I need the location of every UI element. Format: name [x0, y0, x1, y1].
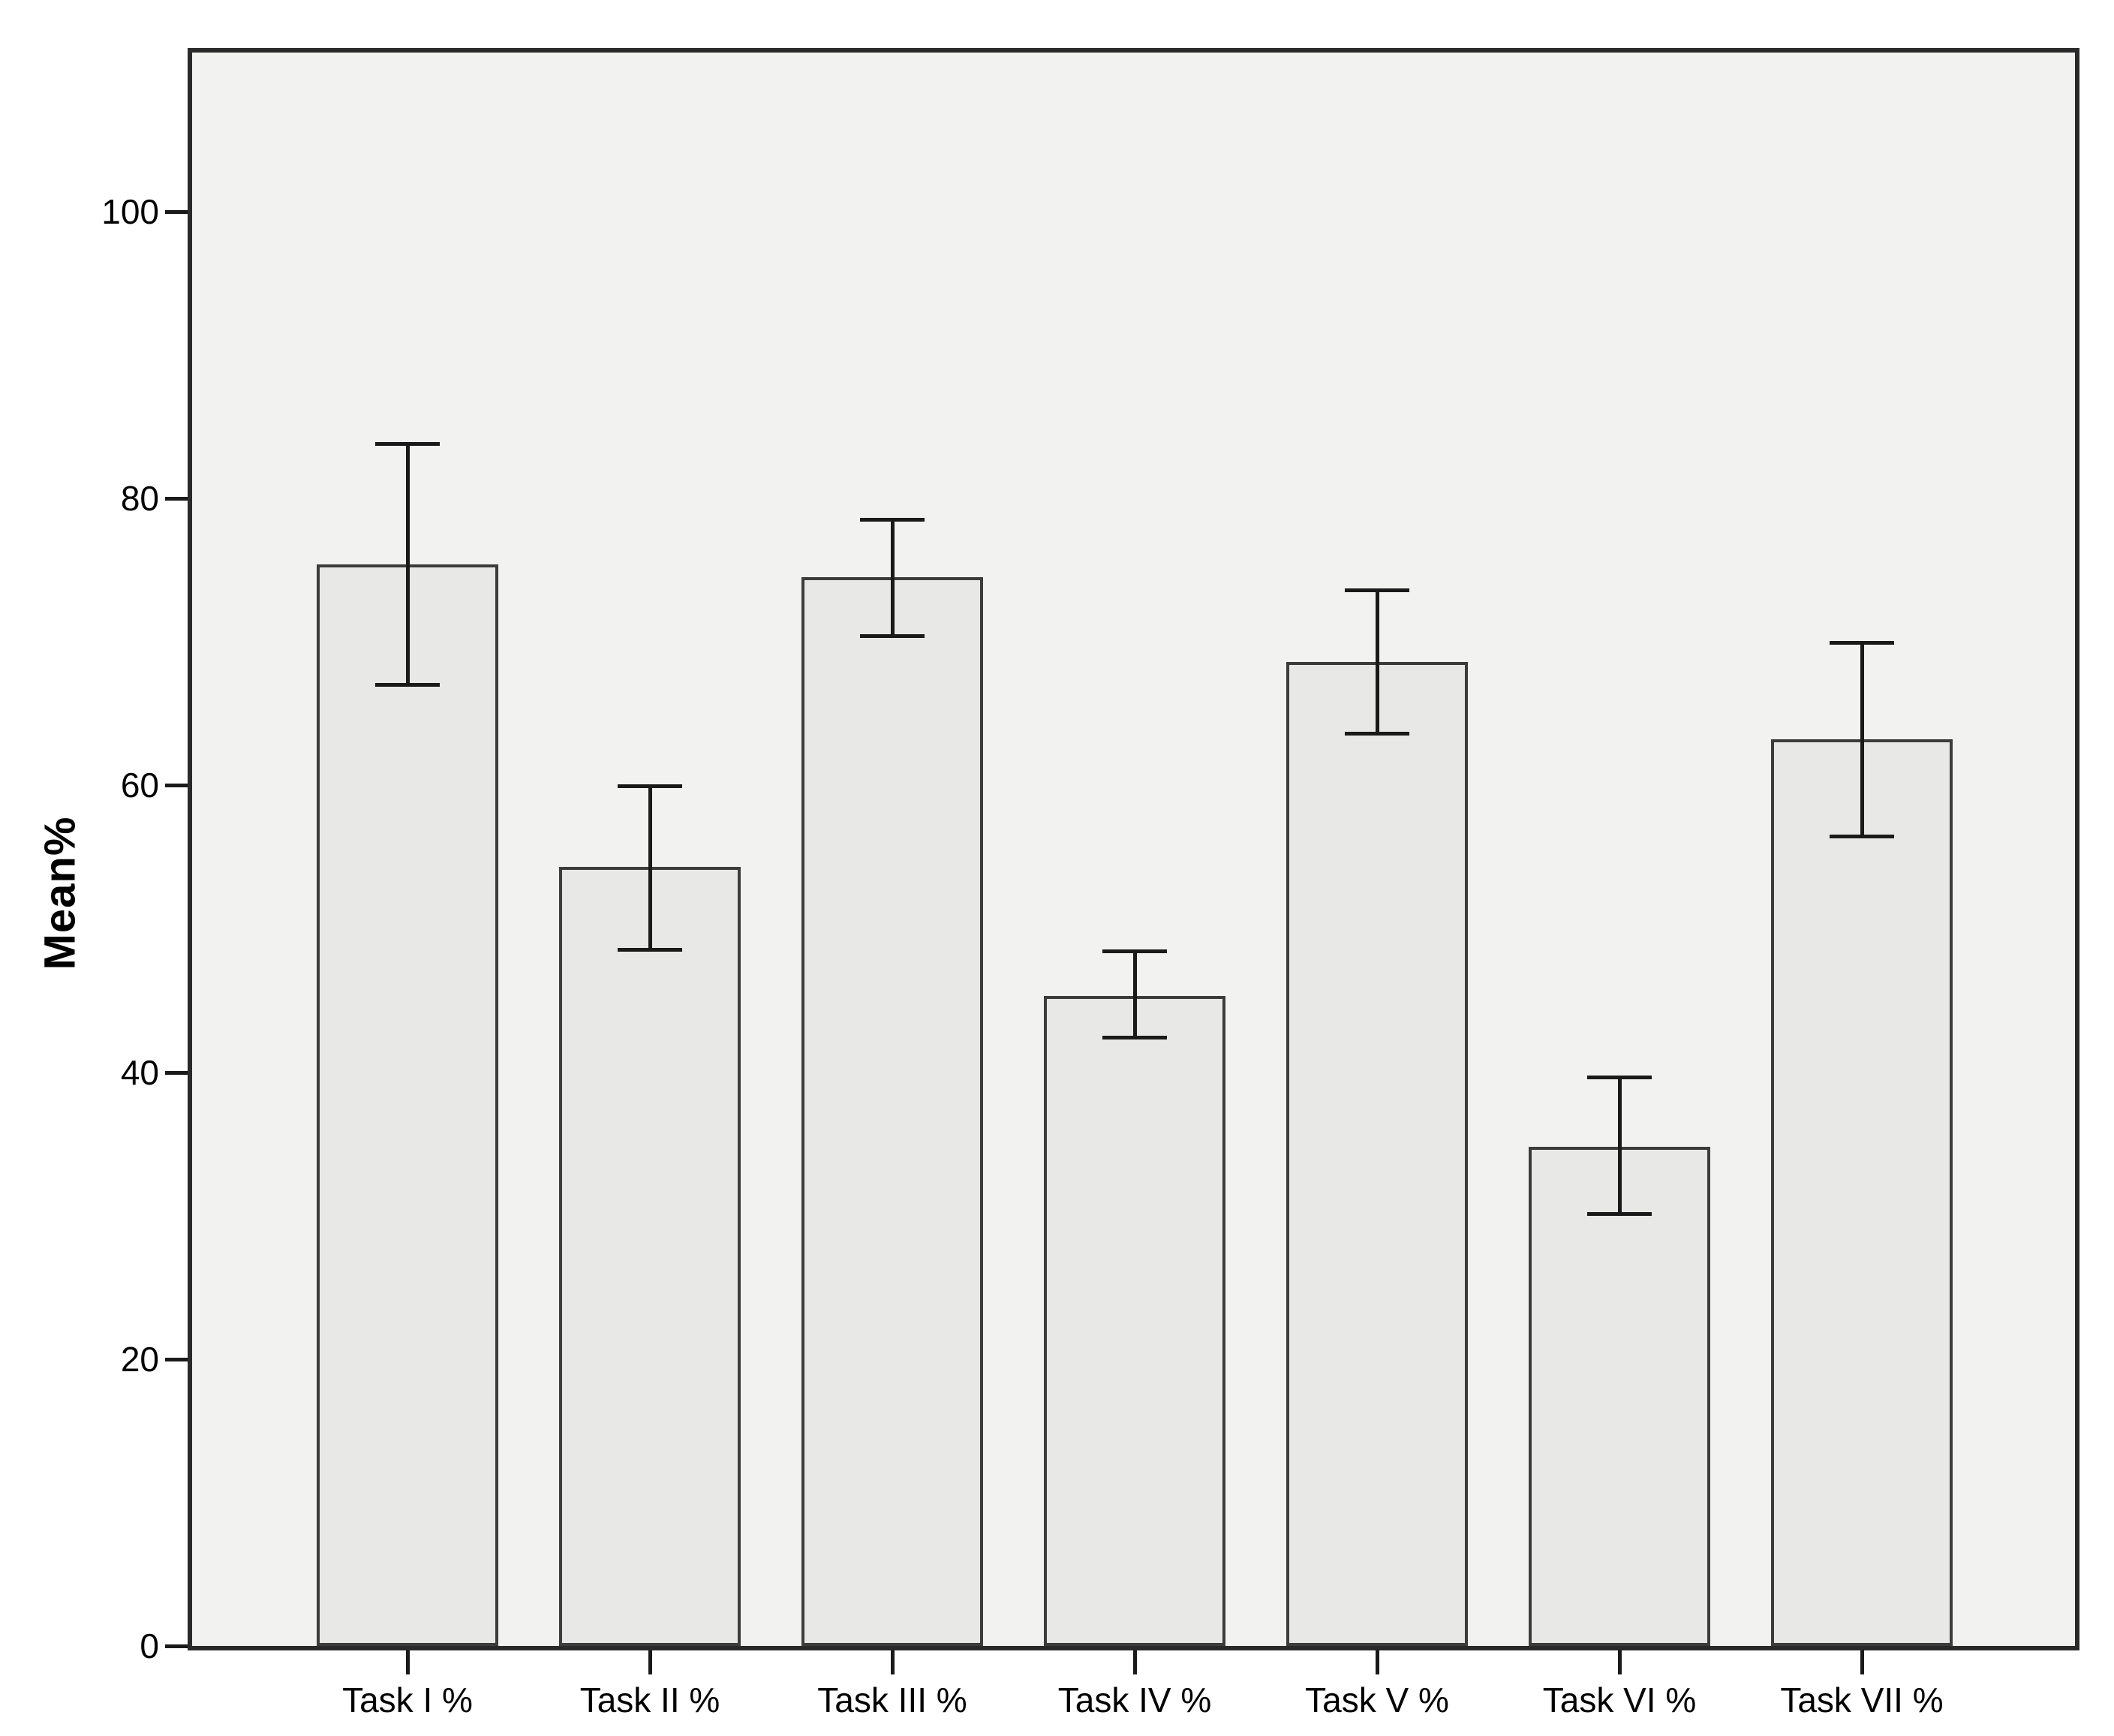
y-tick-label: 0 — [140, 1626, 159, 1665]
plot-area — [188, 48, 2079, 1650]
x-axis-tick — [406, 1650, 410, 1674]
error-bar-cap-bottom — [1102, 1036, 1167, 1039]
x-tick-label: Task VI % — [1542, 1680, 1697, 1719]
error-bar-cap-bottom — [860, 634, 925, 638]
x-tick-label: Task VII % — [1780, 1680, 1944, 1719]
error-bar-cap-top — [860, 518, 925, 522]
error-bar-cap-top — [1102, 949, 1167, 953]
x-axis-tick — [891, 1650, 895, 1674]
x-tick-label: Task I % — [342, 1680, 473, 1719]
bar — [1771, 739, 1953, 1646]
bar — [1044, 996, 1225, 1646]
y-axis-tick — [165, 1644, 188, 1648]
bar — [801, 577, 983, 1646]
x-axis-tick — [1376, 1650, 1379, 1674]
error-bar-cap-bottom — [1345, 732, 1409, 736]
error-bar-cap-top — [375, 442, 440, 446]
y-axis-tick — [165, 1357, 188, 1361]
error-bar-line — [406, 444, 410, 685]
error-bar-cap-top — [1587, 1076, 1652, 1079]
y-axis-tick — [165, 1070, 188, 1075]
bar — [1529, 1147, 1710, 1646]
bar — [317, 564, 498, 1646]
y-axis-title: Mean% — [35, 816, 85, 970]
y-tick-label: 60 — [120, 766, 159, 805]
error-bar-line — [891, 520, 895, 636]
x-tick-label: Task V % — [1305, 1680, 1449, 1719]
bar — [1286, 662, 1468, 1646]
error-bar-cap-bottom — [1830, 835, 1894, 838]
error-bar-cap-bottom — [375, 683, 440, 687]
y-tick-label: 80 — [120, 479, 159, 519]
error-bar-cap-top — [1830, 641, 1894, 645]
error-bar-line — [1860, 643, 1864, 837]
bar — [559, 867, 741, 1646]
error-bar-cap-top — [618, 784, 682, 788]
y-axis-tick — [165, 497, 188, 501]
x-axis-tick — [648, 1650, 652, 1674]
y-tick-label: 40 — [120, 1052, 159, 1092]
error-bar-line — [648, 787, 652, 950]
error-bar-line — [1376, 591, 1379, 734]
y-axis-tick — [165, 784, 188, 788]
x-axis-tick — [1133, 1650, 1137, 1674]
x-tick-label: Task IV % — [1057, 1680, 1212, 1719]
error-bar-cap-bottom — [618, 948, 682, 952]
x-axis-tick — [1860, 1650, 1864, 1674]
x-tick-label: Task II % — [579, 1680, 720, 1719]
y-tick-label: 20 — [120, 1339, 159, 1379]
y-tick-label: 100 — [101, 192, 159, 231]
error-bar-cap-bottom — [1587, 1212, 1652, 1216]
error-bar-cap-top — [1345, 588, 1409, 592]
x-axis-tick — [1618, 1650, 1622, 1674]
x-tick-label: Task III % — [817, 1680, 967, 1719]
y-axis-tick — [165, 210, 188, 214]
error-bar-line — [1133, 952, 1137, 1038]
error-bar-line — [1618, 1078, 1622, 1214]
